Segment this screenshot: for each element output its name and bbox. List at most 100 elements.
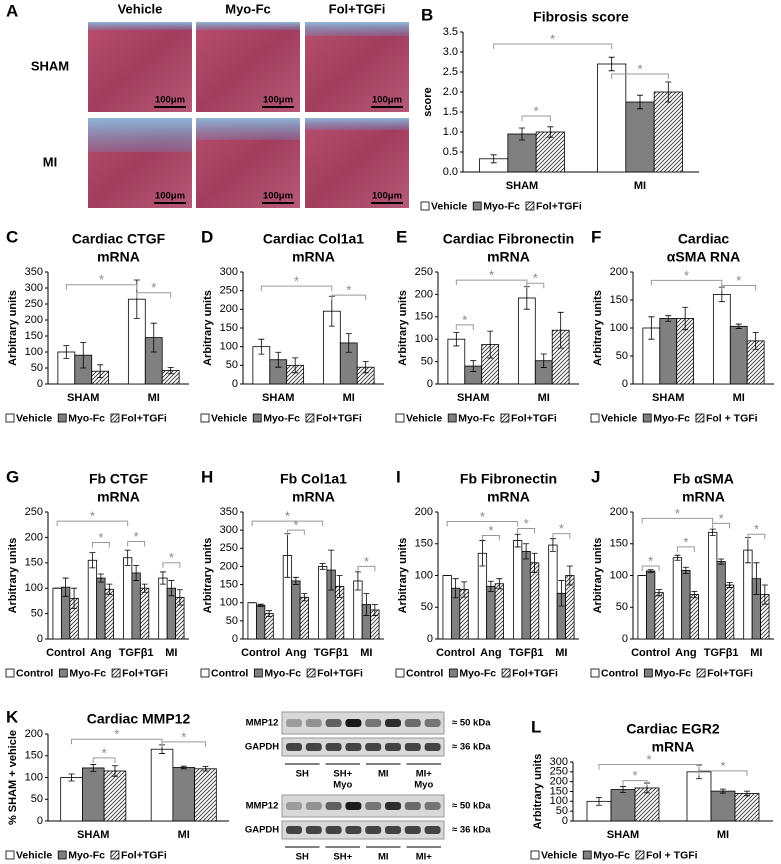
significance-label: * (524, 516, 529, 531)
y-tick-label: 0 (37, 378, 43, 390)
panel-letter: K (6, 707, 19, 726)
error-bar (656, 589, 663, 597)
y-tick-label: 50 (421, 601, 433, 613)
lane-label: F+T (334, 863, 351, 864)
bar (689, 594, 699, 640)
x-tick-label: MI (360, 647, 372, 659)
significance-bracket (676, 546, 695, 552)
chart-title: mRNA (682, 489, 725, 505)
legend-label: Myo-Fc (68, 412, 105, 424)
error-bar (682, 566, 689, 574)
bar (87, 559, 98, 640)
bar (81, 767, 105, 822)
column-label: Myo-Fc (225, 1, 271, 16)
significance-label: * (632, 768, 637, 783)
band-size: ≈ 50 kDa (452, 718, 491, 729)
legend-label: Fol+TGFi (317, 667, 363, 679)
significance-bracket (481, 534, 500, 541)
y-axis-label: Arbitrary units (592, 538, 604, 614)
error-bar (519, 127, 525, 141)
y-tick-label: 200 (25, 531, 43, 543)
bar (659, 318, 678, 385)
bar (654, 592, 664, 640)
y-tick-label: 2.0 (443, 86, 458, 98)
legend-label: Vehicle (601, 412, 637, 424)
panel-letter: E (396, 227, 407, 246)
legend-label: Myo-Fc (459, 667, 496, 679)
legend-swatch (57, 413, 67, 423)
bar (158, 577, 168, 640)
bar (318, 566, 328, 640)
bar (716, 561, 726, 640)
chart-title: Fb CTGF (89, 471, 149, 487)
legend-swatch (110, 850, 120, 860)
error-bar (371, 604, 378, 616)
y-axis-label: Arbitrary units (397, 538, 409, 614)
error-bar (514, 533, 521, 548)
bar (123, 557, 133, 640)
significance-bracket (721, 284, 757, 291)
error-bar (453, 332, 460, 347)
lane-label: SH (296, 852, 309, 863)
legend-swatch (530, 850, 540, 860)
significance-bracket (91, 541, 110, 548)
chart-title: mRNA (292, 249, 335, 265)
error-bar (470, 360, 477, 372)
x-tick-label: MI (538, 392, 550, 404)
chart-title: Cardiac Fibronectin (443, 231, 574, 247)
y-axis-label: Arbitrary units (202, 290, 214, 366)
y-tick-label: 100 (415, 333, 433, 345)
blot-strip (281, 711, 445, 735)
significance-bracket (286, 529, 305, 536)
column-label: Fol+TGFi (329, 1, 386, 16)
fibrosis-layer (305, 118, 409, 130)
x-tick-label: SHAM (607, 829, 639, 841)
bar (96, 577, 106, 640)
x-tick-label: SHAM (77, 829, 109, 841)
y-tick-label: 50 (421, 356, 433, 368)
y-tick-label: 200 (220, 560, 238, 572)
x-tick-label: MI (165, 647, 177, 659)
y-tick-label: 0 (232, 378, 238, 390)
error-bar (566, 565, 573, 586)
y-tick-label: 200 (25, 728, 43, 740)
panel-letter: D (201, 227, 213, 246)
legend-label: Myo-Fc (263, 412, 300, 424)
bar (653, 91, 683, 173)
x-tick-label: SHAM (457, 392, 489, 404)
error-bar (452, 578, 459, 599)
blot-band (365, 719, 382, 727)
bar (247, 602, 257, 640)
error-bar (547, 126, 554, 138)
y-tick-label: 0 (232, 633, 238, 645)
error-bar (328, 549, 335, 591)
y-tick-label: 150 (25, 557, 43, 569)
bar (150, 748, 174, 822)
band-label: GAPDH (245, 742, 279, 753)
bar (724, 584, 735, 640)
x-tick-label: SHAM (67, 392, 99, 404)
y-tick-label: 0 (622, 633, 628, 645)
chart-title: mRNA (97, 249, 140, 265)
scale-bar-label: 100μm (263, 95, 293, 106)
chart-title: mRNA (292, 489, 335, 505)
legend-label: Fol+TGFi (512, 667, 558, 679)
y-tick-label: 150 (415, 538, 433, 550)
y-tick-label: 200 (550, 776, 568, 788)
bar (734, 793, 760, 822)
legend-label: Myo-Fc (458, 412, 495, 424)
error-bar (620, 786, 626, 793)
x-tick-label: MI (634, 180, 646, 192)
error-bar (62, 577, 69, 597)
fibrosis-layer (88, 22, 192, 30)
y-tick-label: 200 (610, 266, 628, 278)
panel-letter: B (421, 5, 433, 24)
significance-label: * (294, 274, 299, 289)
error-bar (168, 580, 175, 597)
y-tick-label: 3.0 (443, 46, 458, 58)
error-bar (490, 154, 497, 164)
y-tick-label: 0 (427, 378, 433, 390)
bar (486, 585, 496, 640)
significance-label: * (637, 61, 642, 76)
